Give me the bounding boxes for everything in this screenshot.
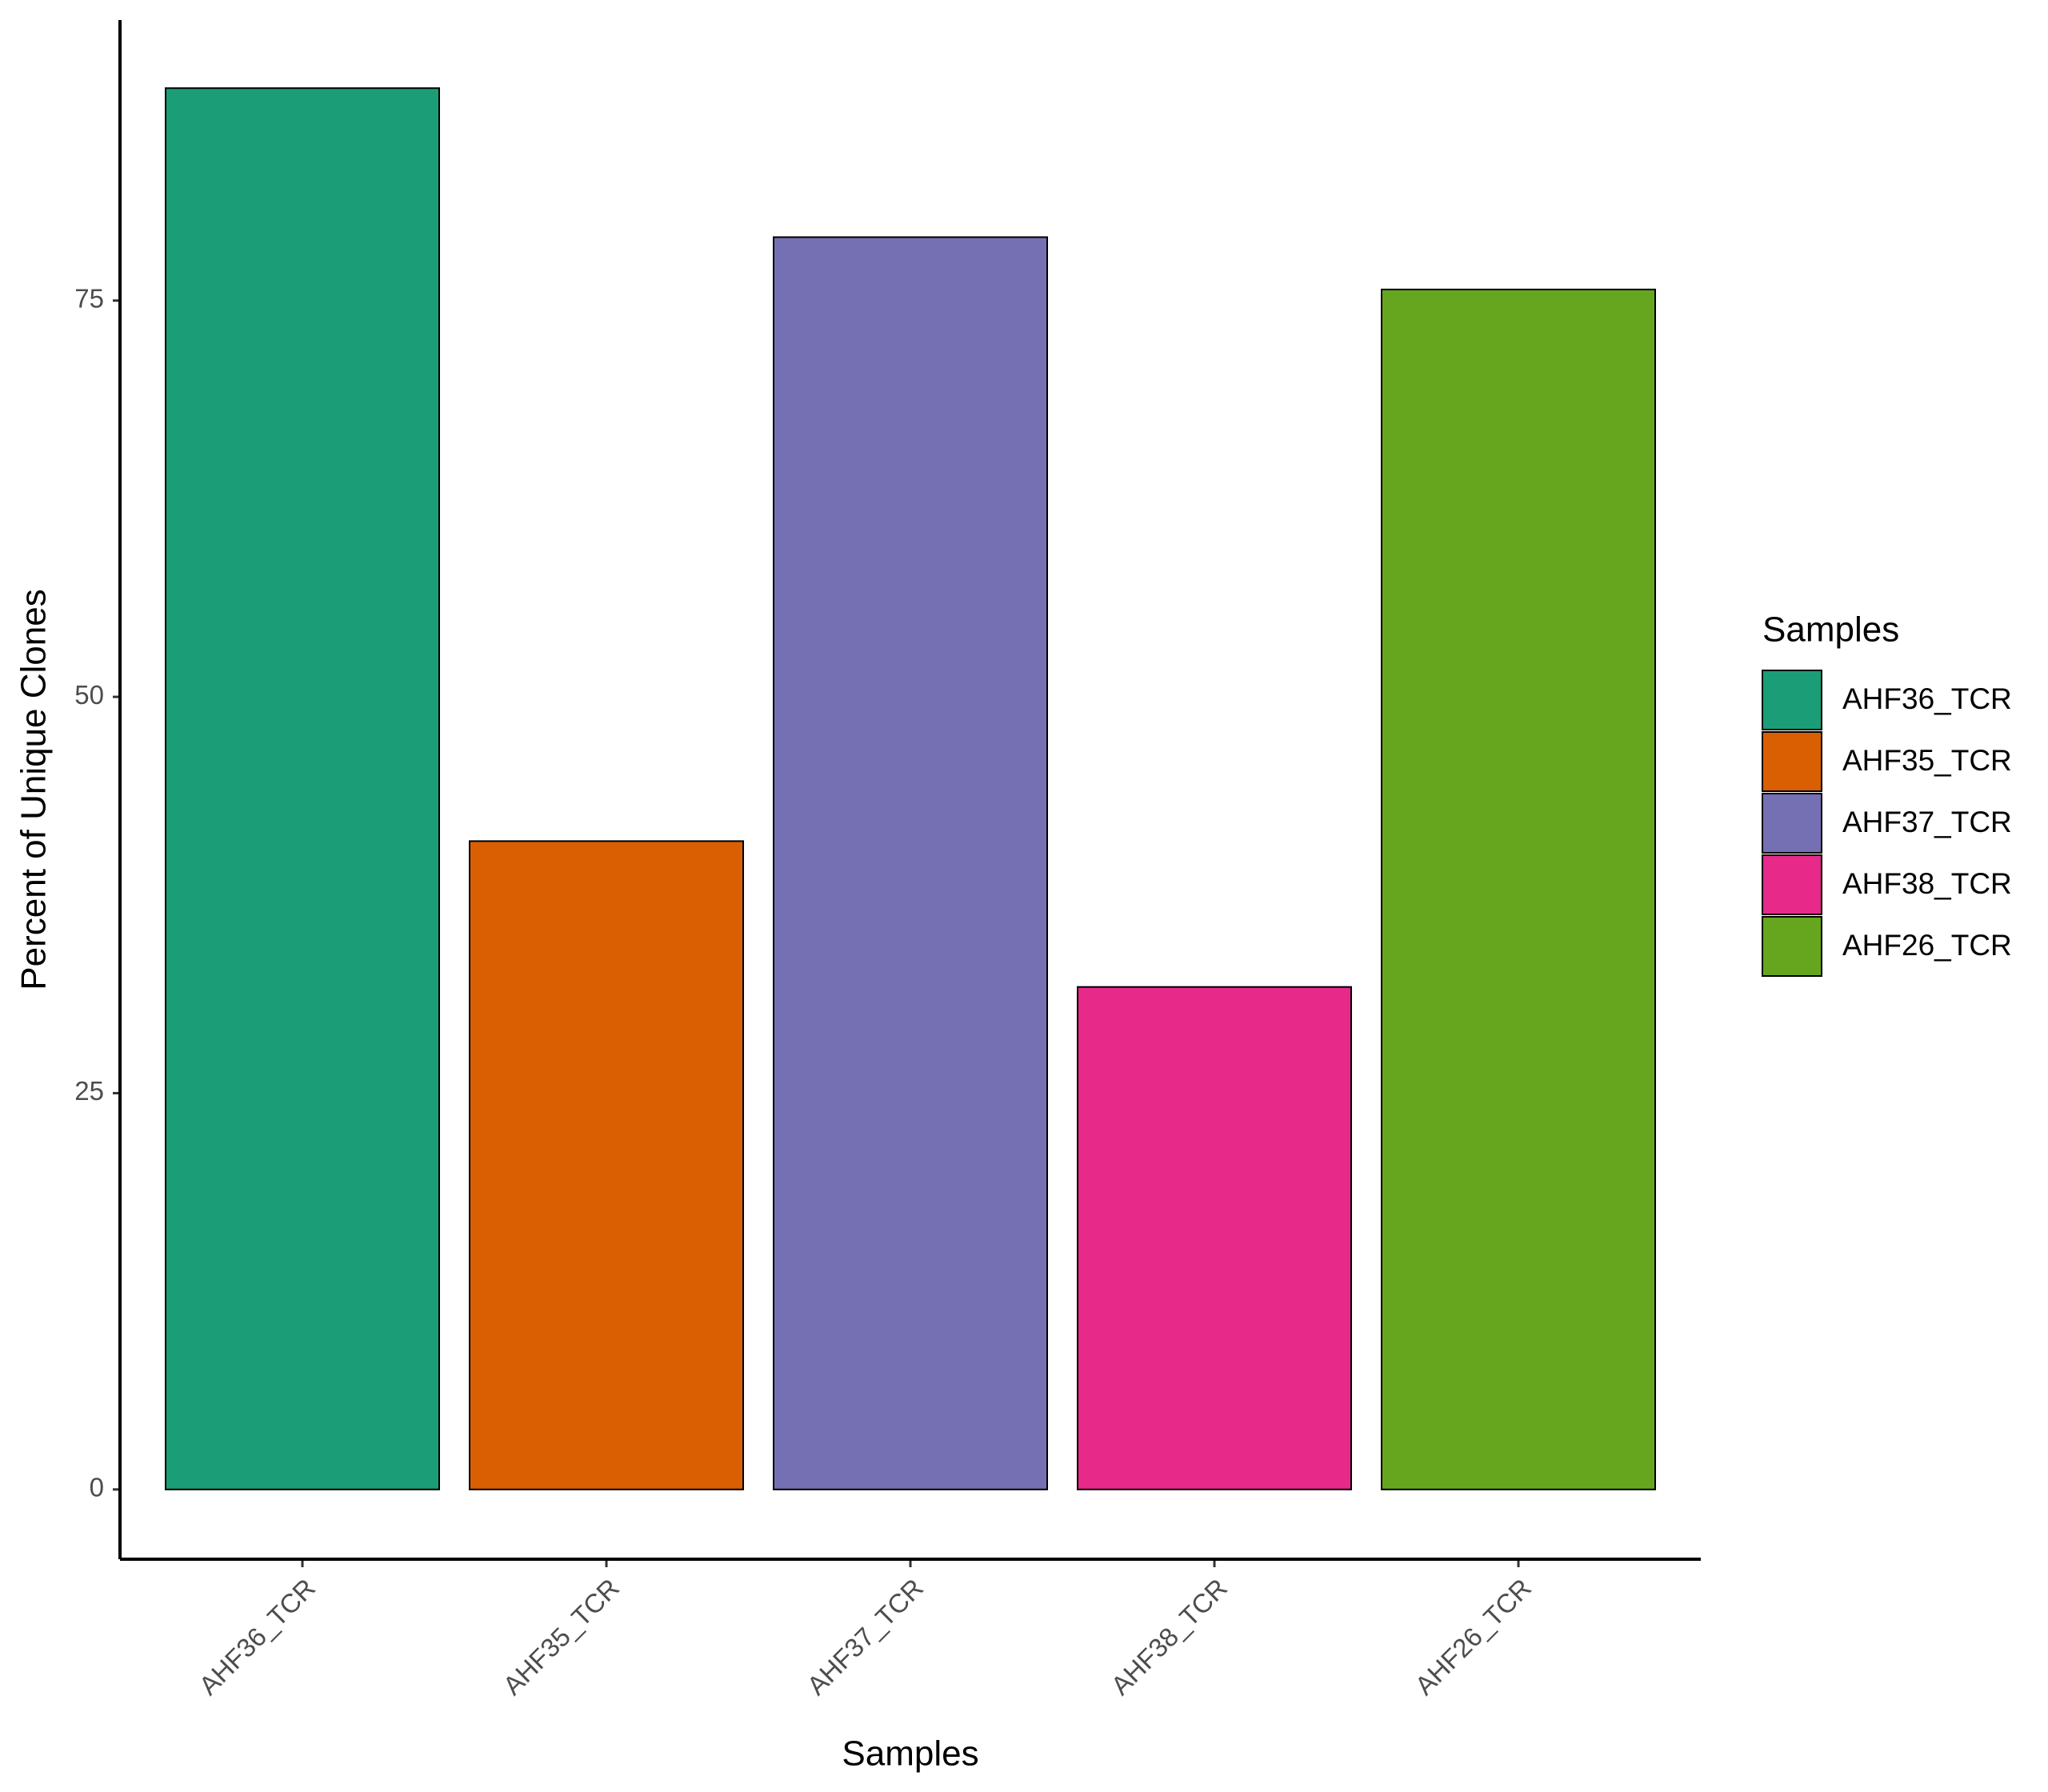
legend-label: AHF26_TCR xyxy=(1842,929,2012,962)
y-tick-label: 0 xyxy=(90,1473,104,1502)
y-tick-label: 50 xyxy=(74,680,104,710)
bar xyxy=(1077,986,1352,1490)
y-tick-label: 75 xyxy=(74,283,104,313)
x-tick-label: AHF36_TCR xyxy=(193,1573,321,1701)
bar xyxy=(773,236,1048,1490)
y-tick-label: 25 xyxy=(74,1076,104,1106)
bar xyxy=(165,87,440,1490)
legend-label: AHF36_TCR xyxy=(1842,682,2012,715)
legend-swatch xyxy=(1762,793,1822,854)
x-tick-label: AHF35_TCR xyxy=(497,1573,625,1701)
legend-swatch xyxy=(1762,670,1822,730)
x-tick-label: AHF38_TCR xyxy=(1105,1573,1233,1701)
legend-swatch xyxy=(1762,916,1822,977)
x-tick-label: AHF37_TCR xyxy=(801,1573,929,1701)
x-tick-label: AHF26_TCR xyxy=(1409,1573,1537,1701)
legend-title: Samples xyxy=(1762,610,1899,650)
legend-label: AHF38_TCR xyxy=(1842,867,2012,900)
legend-swatch xyxy=(1762,731,1822,792)
bar xyxy=(469,840,744,1490)
y-axis-title: Percent of Unique Clones xyxy=(14,589,54,990)
bar xyxy=(1381,288,1656,1490)
legend-swatch xyxy=(1762,854,1822,915)
legend-label: AHF35_TCR xyxy=(1842,744,2012,777)
legend-label: AHF37_TCR xyxy=(1842,806,2012,838)
x-axis-title: Samples xyxy=(842,1734,978,1774)
